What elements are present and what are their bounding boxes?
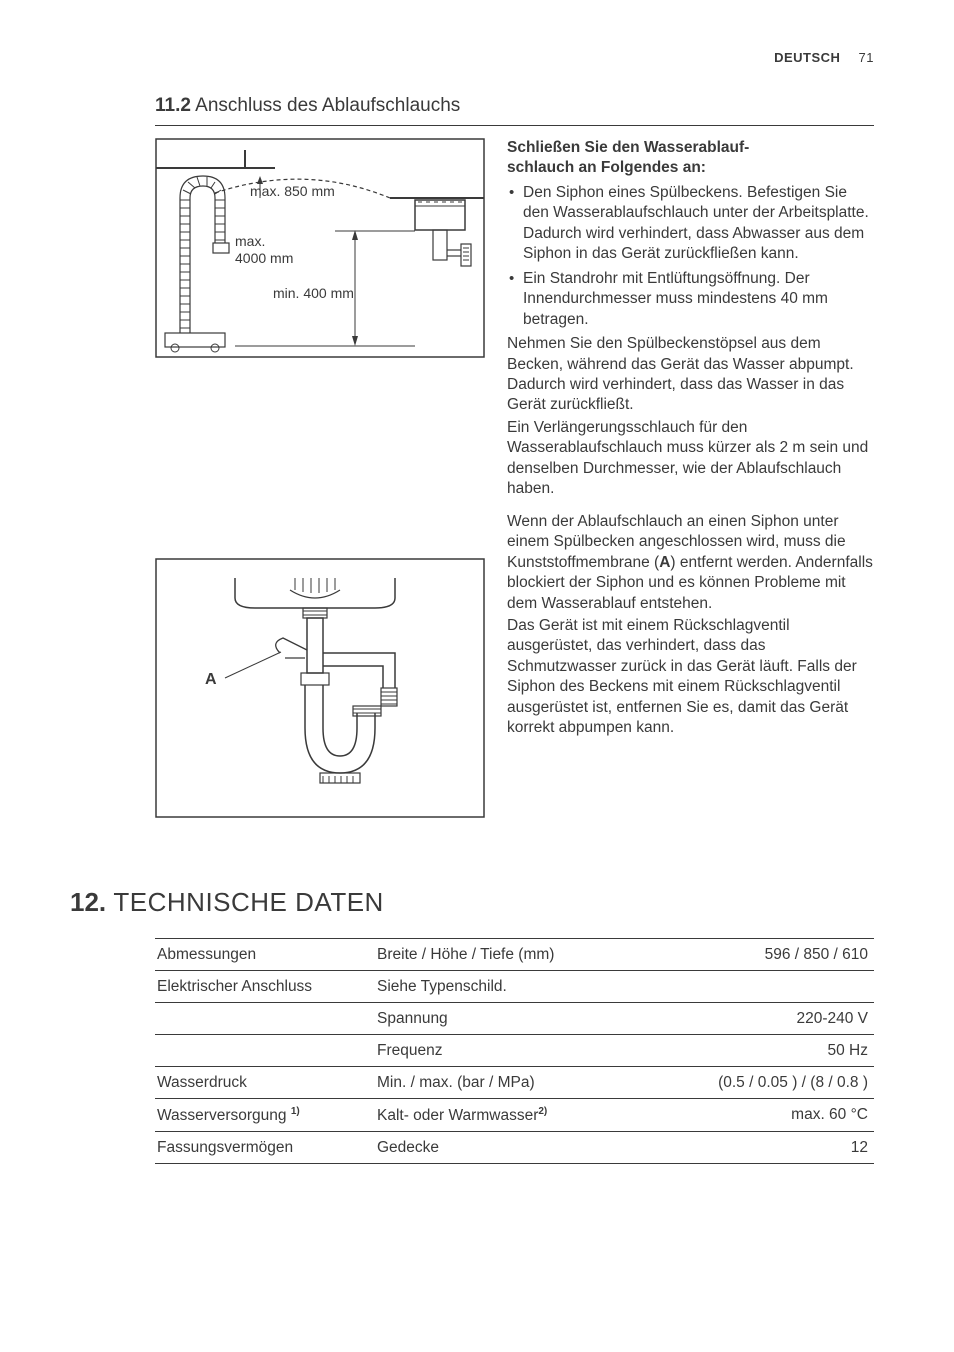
diagram1-max-b1: max. [235,233,265,249]
table-row: Spannung220-240 V [155,1003,874,1035]
header-page-number: 71 [859,50,874,65]
diagram2-label-a: A [205,671,217,688]
section-12-number: 12. [70,887,106,917]
para-2: Ein Verlängerungsschlauch für den Wasser… [507,418,874,500]
section-12-title: TECHNISCHE DATEN [113,887,383,917]
para-4: Das Gerät ist mit einem Rückschlagventil… [507,616,874,739]
table-row: Frequenz50 Hz [155,1035,874,1067]
bullet-2: Ein Standrohr mit Entlüftungsöffnung. De… [507,269,874,330]
section-11-2-title: Anschluss des Ablaufschlauchs [195,95,460,116]
section-12-heading: 12. TECHNISCHE DATEN [70,887,874,918]
table-row: Elektrischer AnschlussSiehe Typenschild. [155,971,874,1003]
section-11-2-text: Schließen Sie den Wasserablauf- schlauch… [507,138,874,832]
drain-hose-diagram: max. 850 mm max. 4000 mm min. 400 mm [155,138,485,358]
para-1: Nehmen Sie den Spülbeckenstöpsel aus dem… [507,334,874,416]
siphon-diagram: A [155,558,485,818]
bullet-1: Den Siphon eines Spülbeckens. Befestigen… [507,183,874,265]
technical-data-table: AbmessungenBreite / Höhe / Tiefe (mm)596… [155,938,874,1164]
section-11-2-heading: 11.2 Anschluss des Ablaufschlauchs [155,95,874,117]
connect-heading-line2: schlauch an Folgendes an: [507,159,706,176]
section-divider [155,125,874,126]
table-row: AbmessungenBreite / Höhe / Tiefe (mm)596… [155,939,874,971]
table-row: Wasserversorgung 1)Kalt- oder Warmwasser… [155,1099,874,1132]
diagram1-min: min. 400 mm [273,285,354,301]
section-11-2-number: 11.2 [155,95,191,116]
diagram1-max-b2: 4000 mm [235,250,293,266]
page-header: DEUTSCH 71 [70,50,874,65]
table-row: WasserdruckMin. / max. (bar / MPa)(0.5 /… [155,1067,874,1099]
connect-heading-line1: Schließen Sie den Wasserablauf- [507,139,749,156]
header-language: DEUTSCH [774,50,840,65]
table-row: FassungsvermögenGedecke12 [155,1132,874,1164]
diagram1-max-top: max. 850 mm [250,183,335,199]
para-3: Wenn der Ablaufschlauch an einen Siphon … [507,512,874,614]
